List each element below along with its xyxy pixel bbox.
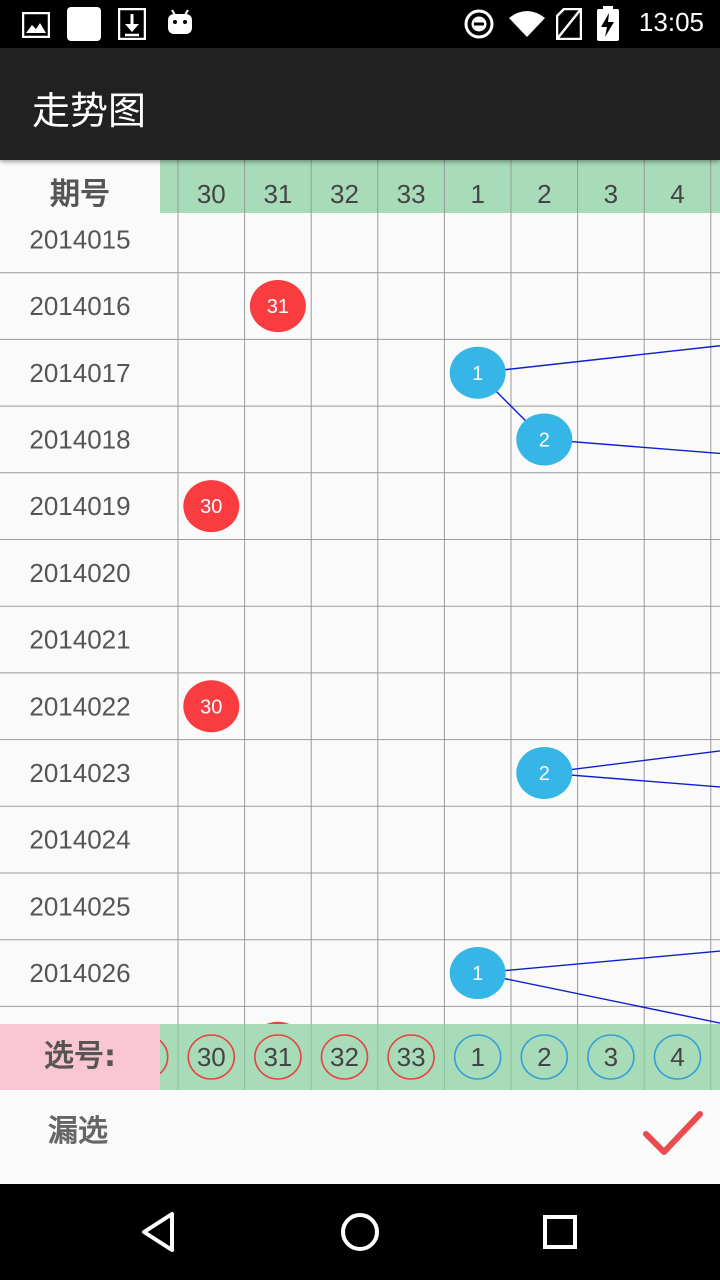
back-icon[interactable] xyxy=(132,1204,188,1260)
period-label: 2014022 xyxy=(29,691,130,721)
checkmark-icon[interactable] xyxy=(640,1104,704,1168)
column-header-33: 33 xyxy=(397,179,426,209)
trend-line xyxy=(544,750,720,774)
bottom-bar: 漏选 xyxy=(0,1090,720,1184)
image-icon xyxy=(22,12,50,38)
period-header: 期号 xyxy=(50,177,110,212)
select-ball-red-32[interactable]: 32 xyxy=(320,1034,369,1080)
blue-ball-2: 2 xyxy=(516,413,573,466)
android-icon xyxy=(168,9,192,34)
select-ball-label: 3 xyxy=(604,1042,618,1072)
red-ball-31: 31 xyxy=(249,280,306,333)
status-bar: 13:05 xyxy=(0,0,720,48)
column-header-band xyxy=(160,160,720,213)
select-ball-label: 2 xyxy=(537,1042,551,1072)
select-ball-label: 4 xyxy=(670,1042,684,1072)
trend-chart-grid: 期号 30 31 32 33 1 2 3 4 2014015 2014016 2014017 20140… xyxy=(0,160,720,1024)
blue-ball-2: 2 xyxy=(516,746,573,799)
trend-line xyxy=(544,772,720,788)
column-header-31: 31 xyxy=(263,179,292,209)
trend-line xyxy=(477,345,720,374)
column-header-30: 30 xyxy=(197,179,226,209)
select-ball-red-31[interactable]: 31 xyxy=(254,1034,302,1080)
ball-label: 30 xyxy=(200,696,222,718)
red-ball-30: 30 xyxy=(183,680,240,733)
period-label: 2014019 xyxy=(29,491,130,521)
select-ball-red-33[interactable]: 33 xyxy=(387,1034,435,1080)
trend-line xyxy=(477,972,720,1024)
ball-label: 30 xyxy=(200,496,222,518)
period-label: 2014018 xyxy=(29,424,130,454)
red-ball-30: 30 xyxy=(183,480,240,533)
select-ball-label: 32 xyxy=(330,1042,359,1072)
period-label: 2014025 xyxy=(29,891,130,921)
select-ball-label: 31 xyxy=(263,1042,292,1072)
period-label: 2014024 xyxy=(29,825,130,855)
ball-label: 1 xyxy=(472,363,483,385)
select-ball-label: 33 xyxy=(397,1042,426,1072)
number-selection-row: 选号: 30 31 32 33 1 2 3 4 xyxy=(0,1024,720,1090)
do-not-disturb-icon xyxy=(464,9,494,39)
column-header-32: 32 xyxy=(330,179,359,209)
select-ball-red-30[interactable]: 30 xyxy=(187,1034,236,1080)
status-time: 13:05 xyxy=(638,7,704,37)
ball-label: 31 xyxy=(267,296,289,318)
battery-charging-icon xyxy=(597,6,619,41)
column-header-4: 4 xyxy=(670,179,684,209)
select-ball-label: 30 xyxy=(197,1042,226,1072)
blank-square-icon xyxy=(67,7,101,41)
ball-label: 2 xyxy=(539,763,550,785)
select-ball-blue-1[interactable]: 1 xyxy=(453,1034,502,1080)
column-header-1: 1 xyxy=(470,179,484,209)
navigation-bar xyxy=(0,1184,720,1280)
ball-label: 2 xyxy=(539,429,550,451)
period-label: 2014021 xyxy=(29,625,130,655)
period-label: 2014015 xyxy=(29,224,130,254)
recents-icon[interactable] xyxy=(532,1204,588,1260)
column-header-2: 2 xyxy=(537,179,551,209)
blue-ball-1: 1 xyxy=(449,346,506,399)
period-label: 2014023 xyxy=(29,758,130,788)
red-ball-partial xyxy=(266,1021,290,1024)
select-ball-blue-3[interactable]: 3 xyxy=(587,1034,635,1080)
select-ball-label: 1 xyxy=(470,1042,484,1072)
period-label: 2014020 xyxy=(29,558,130,588)
ball-label: 1 xyxy=(472,963,483,985)
page-title: 走势图 xyxy=(32,89,147,133)
period-label: 2014017 xyxy=(29,358,130,388)
home-icon[interactable] xyxy=(332,1204,388,1260)
download-icon xyxy=(118,8,146,40)
column-header-3: 3 xyxy=(604,179,618,209)
selection-label: 选号: xyxy=(0,1024,160,1090)
period-label: 2014026 xyxy=(29,958,130,988)
trend-line xyxy=(544,438,720,455)
select-ball-blue-4[interactable]: 4 xyxy=(653,1034,702,1080)
wifi-icon xyxy=(509,11,545,37)
blue-ball-1: 1 xyxy=(449,947,506,1000)
no-sim-icon xyxy=(556,8,582,40)
trend-line xyxy=(477,950,720,974)
app-bar: 走势图 xyxy=(0,48,720,160)
trend-chart[interactable]: 期号 30 31 32 33 1 2 3 4 2014015 2014016 2014017 20140… xyxy=(0,160,720,1024)
select-ball-blue-2[interactable]: 2 xyxy=(520,1034,569,1080)
missed-selection-label[interactable]: 漏选 xyxy=(48,1114,108,1149)
period-label: 2014016 xyxy=(29,291,130,321)
